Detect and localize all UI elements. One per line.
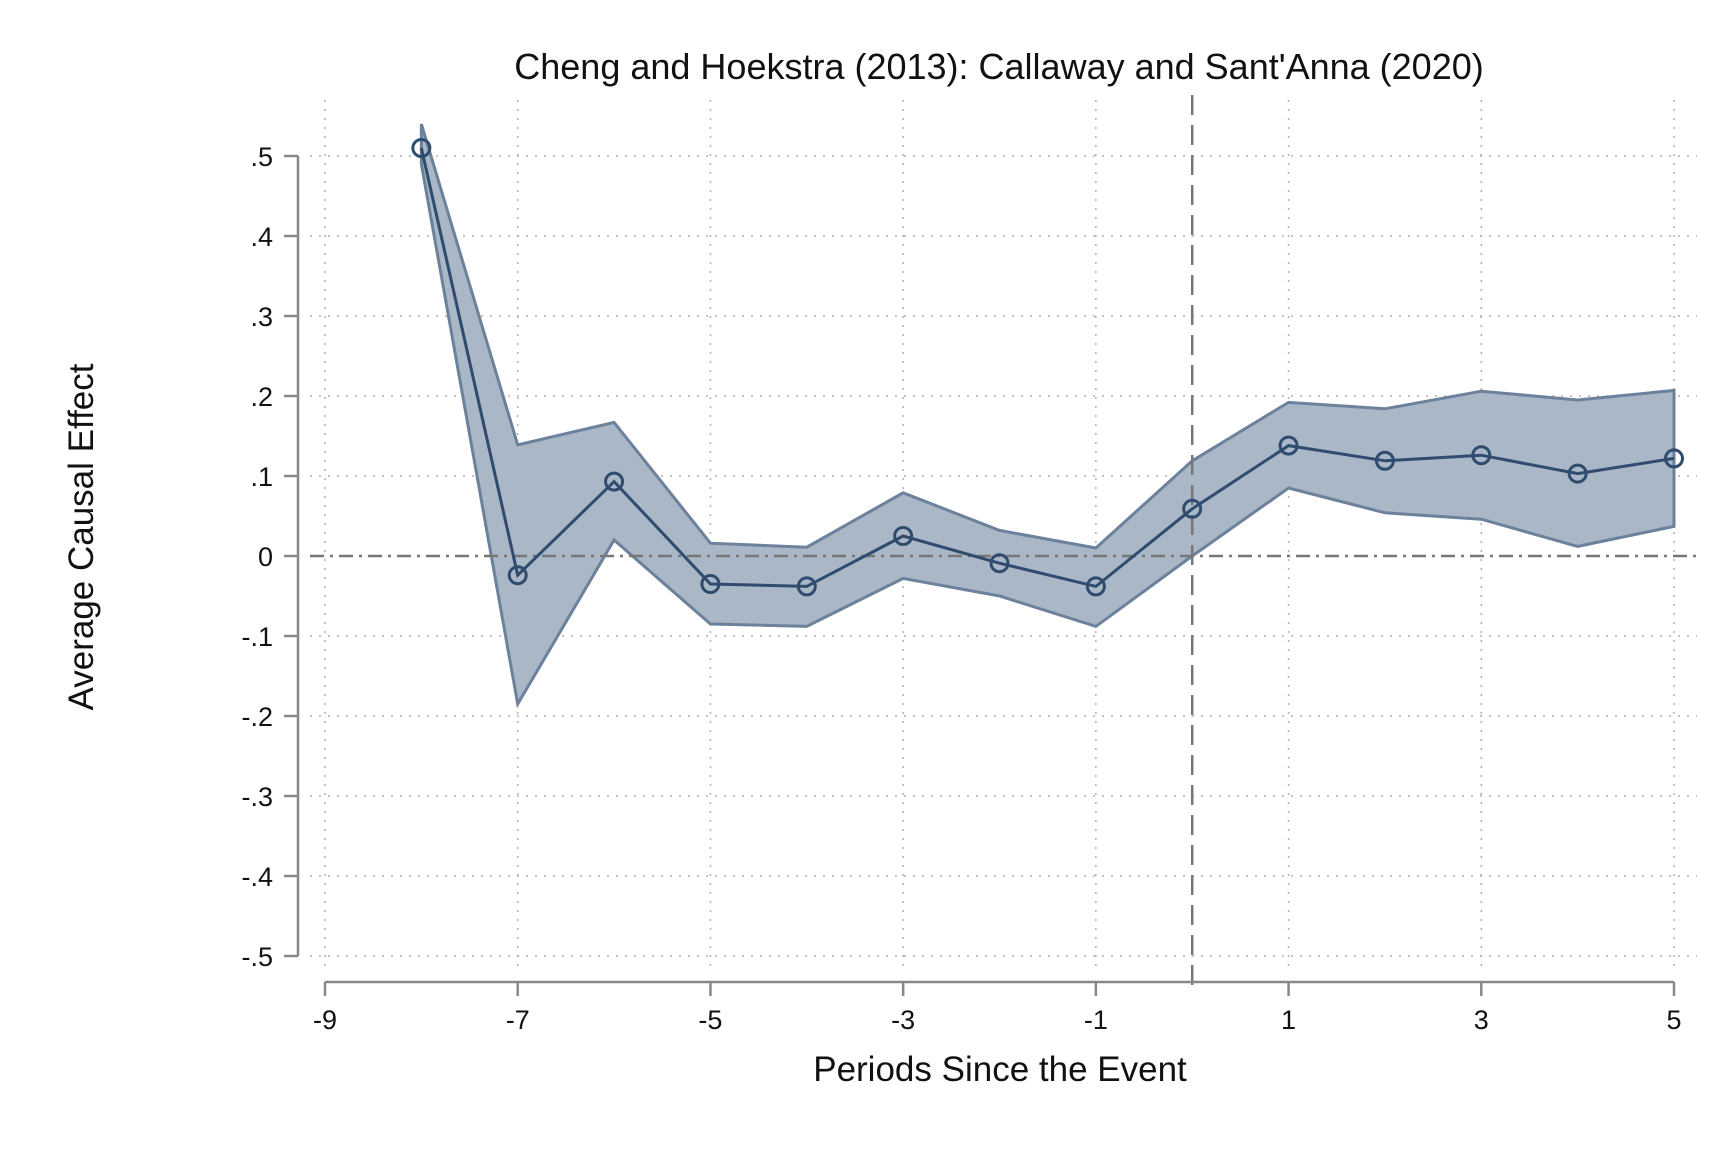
estimate-point: [1278, 435, 1299, 456]
y-tick-label: -.1: [241, 622, 273, 652]
estimate-point: [1664, 448, 1684, 469]
estimate-point: [989, 553, 1010, 574]
y-tick-label: .4: [250, 222, 273, 252]
estimate-point: [411, 138, 432, 158]
x-tick-label: -3: [891, 1005, 915, 1035]
estimate-line: [419, 147, 1675, 589]
x-tick-label: -7: [506, 1005, 530, 1035]
estimate-point: [796, 576, 817, 597]
x-tick-label: -9: [313, 1005, 337, 1035]
y-tick-label: .1: [250, 462, 273, 492]
y-axis-title: Average Causal Effect: [62, 363, 101, 710]
y-tick-label: .5: [250, 142, 273, 172]
y-tick-label: -.4: [241, 862, 273, 892]
estimate-point: [1374, 450, 1395, 471]
estimate-point: [1182, 498, 1203, 519]
estimate-point: [1085, 576, 1106, 597]
estimate-series-line: [419, 147, 1675, 589]
y-tick-label: 0: [258, 542, 273, 572]
estimate-point: [893, 526, 914, 546]
x-tick-label: 3: [1474, 1005, 1489, 1035]
estimate-point: [507, 565, 528, 586]
y-tick-label: -.3: [241, 782, 273, 812]
y-tick-label: -.5: [241, 942, 273, 972]
x-tick-label: 5: [1666, 1005, 1681, 1035]
x-tick-label: -5: [698, 1005, 722, 1035]
estimate-point: [604, 471, 625, 492]
estimate-points: [411, 138, 1684, 597]
estimate-point: [1471, 445, 1492, 466]
estimate-point: [1567, 463, 1588, 484]
estimate-point: [700, 574, 721, 594]
confidence-band: [419, 123, 1676, 709]
y-tick-label: .2: [250, 382, 273, 412]
axes: .5 .4 .3 .2 .1 0 -.1 -.2 -.3 -.4 -.5 -9 -7 -5 -3 -1 1 3 5: [241, 142, 1681, 1035]
y-tick-label: -.2: [241, 702, 273, 732]
chart-title: Cheng and Hoekstra (2013): Callaway and …: [514, 46, 1483, 87]
confidence-band-area: [419, 123, 1676, 709]
y-tick-label: .3: [250, 302, 273, 332]
x-tick-label: -1: [1084, 1005, 1108, 1035]
x-tick-label: 1: [1281, 1005, 1296, 1035]
x-axis-title: Periods Since the Event: [813, 1050, 1187, 1089]
